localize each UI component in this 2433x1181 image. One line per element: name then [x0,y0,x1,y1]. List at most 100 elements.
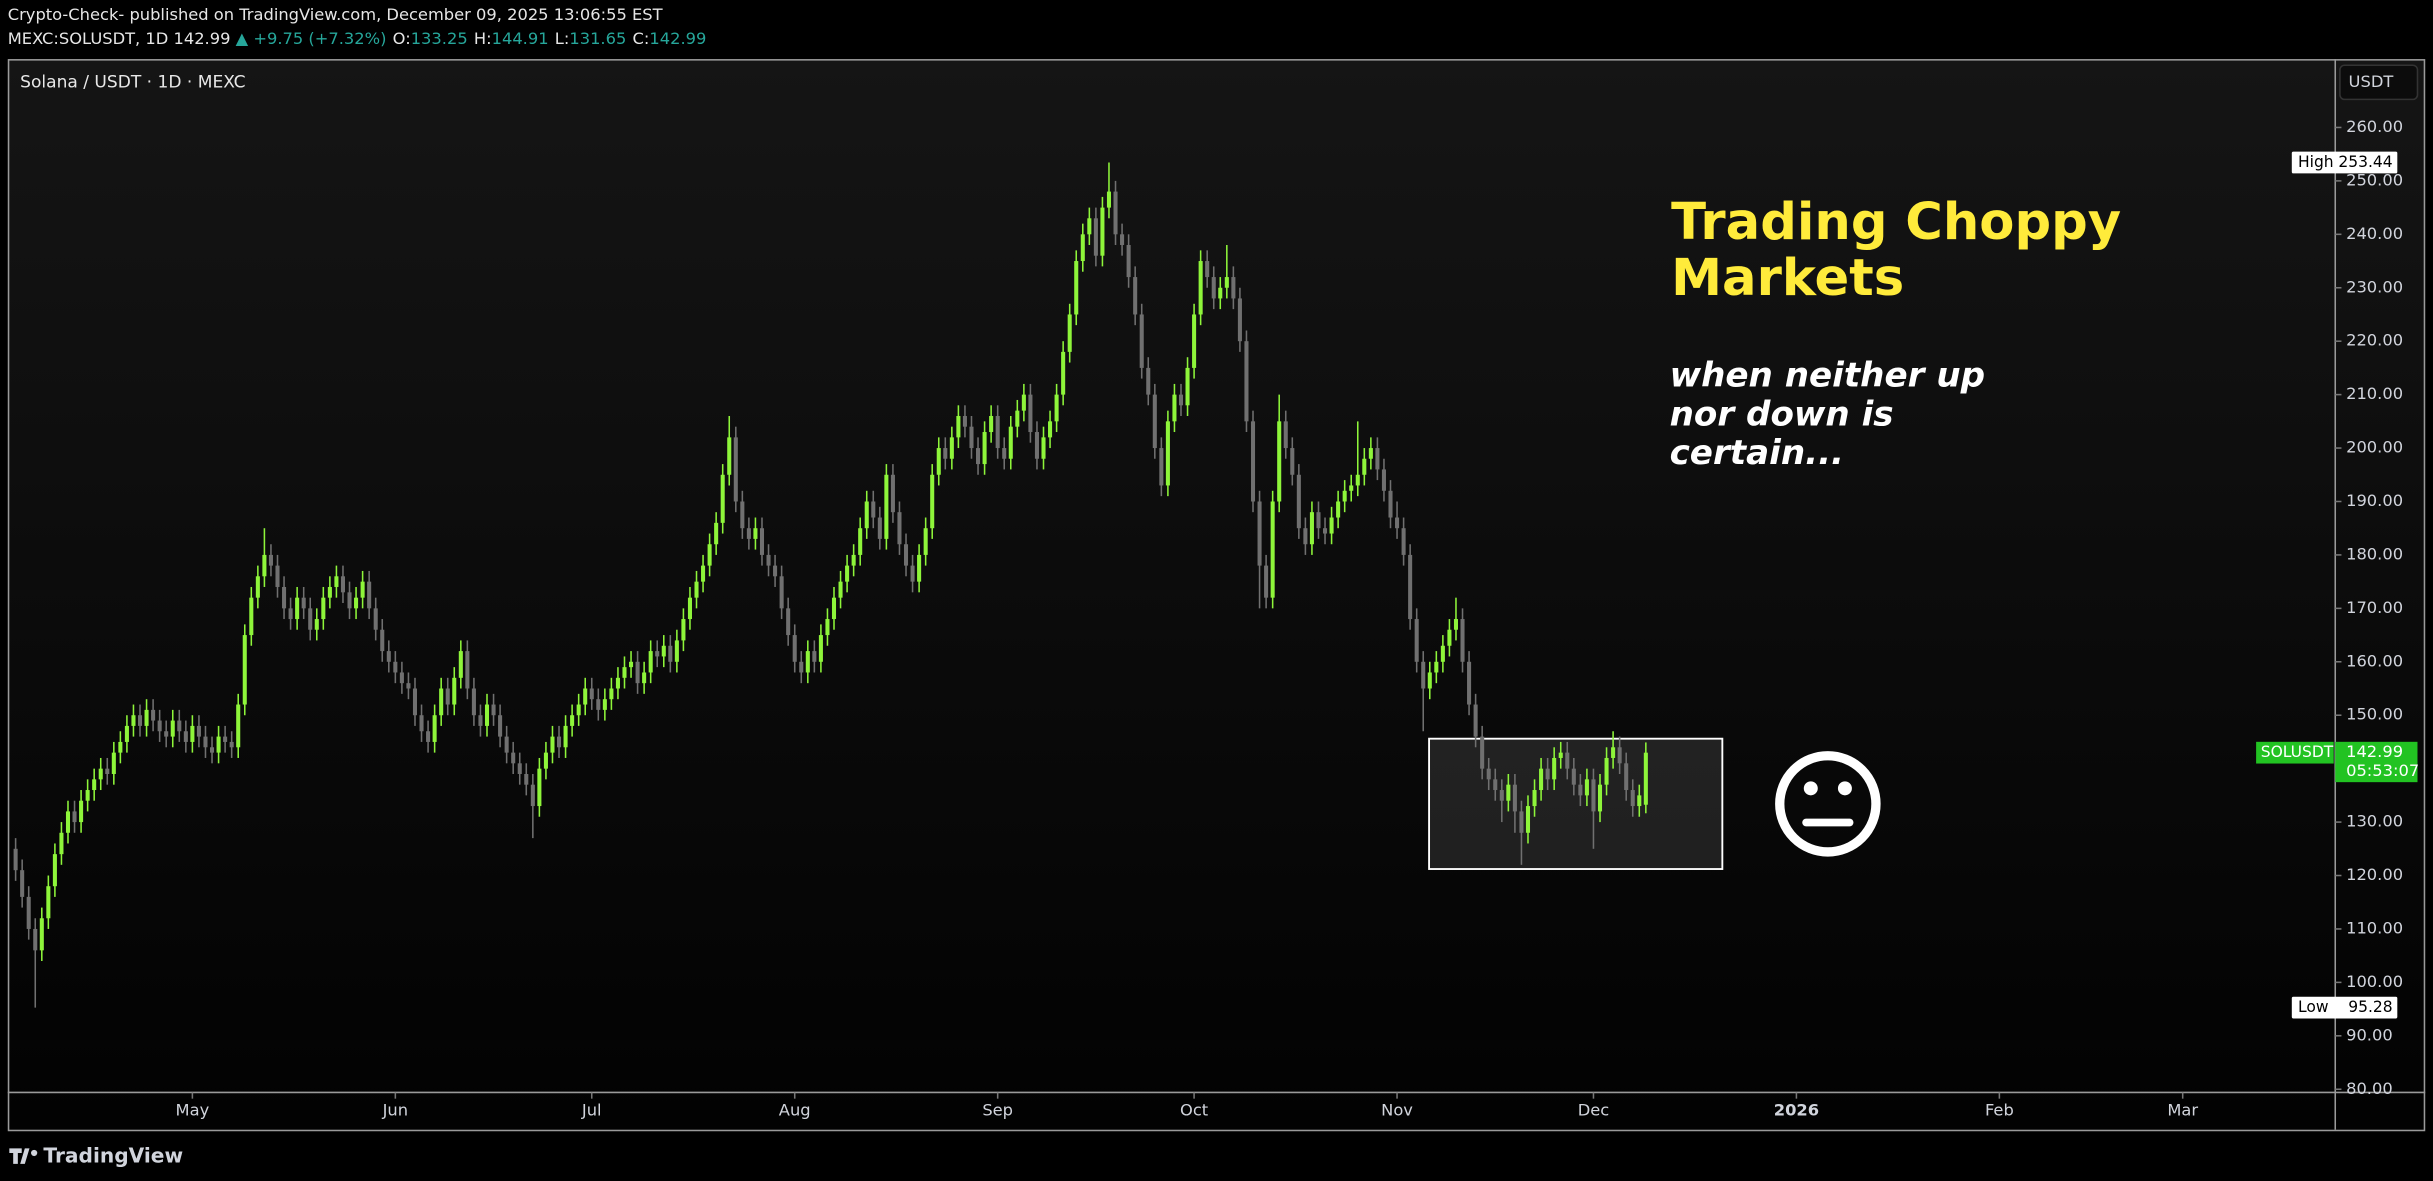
ohlc-label: C: [633,28,650,47]
y-tick-label: 80.00 [2346,1079,2393,1098]
candle-body [1611,747,1616,758]
candle-body [52,854,57,887]
candle-body [1211,277,1216,299]
candle-body [838,581,843,598]
currency: USDT [2349,72,2394,91]
candle-body [406,683,411,689]
candle-body [1159,448,1164,486]
candle-body [1257,501,1262,566]
x-tick-label: Jul [581,1101,602,1120]
candle-body [753,528,758,539]
chart-frame [7,59,2426,1132]
candle-body [367,581,372,609]
candle-body [511,752,516,764]
candle-body [144,709,149,726]
high-label [2291,151,2398,174]
candle-body [720,474,725,523]
candle-body [157,720,162,732]
last-name: SOLUSDT [2261,743,2334,761]
candle-body [779,576,784,609]
candle-body [354,597,359,609]
candle-body [1571,768,1576,785]
candle-body [504,736,509,753]
candle-body [1473,704,1478,737]
y-tick-label: 210.00 [2346,384,2403,403]
candle-body [845,565,850,582]
candle-body [1021,394,1026,411]
candle-body [629,661,634,668]
symbol-line: MEXC:SOLUSDT, 1D 142.99 ▲ +9.75 (+7.32%)… [8,28,707,47]
candle-body [249,597,254,636]
annotation-title: Markets [1671,248,1904,308]
candle-body [1584,779,1589,796]
candle-body [1237,298,1242,342]
candle-body [1637,795,1642,807]
candle-body [773,565,778,577]
candle-body [1453,619,1459,630]
y-tick-label: 250.00 [2346,170,2403,189]
candle-body [177,720,182,732]
candle-body [622,667,627,678]
candle-body [445,688,450,705]
candle-body [314,619,319,630]
candle-body [327,586,332,598]
candle-body [124,725,129,742]
ohlc-value: 133.25 [411,28,468,47]
candle-body [347,592,352,609]
candle-body [1395,517,1400,529]
low-label [2291,996,2398,1019]
candle-body [111,752,116,774]
candle-body [26,896,31,929]
candle-body [118,741,123,753]
annotation-subtitle: nor down is [1670,394,1894,434]
candle-body [1303,528,1308,545]
candle-body [288,608,293,620]
candle-body [1231,277,1236,299]
candle-body [1100,207,1105,256]
candle-body [1205,261,1210,278]
y-tick-label: 110.00 [2346,918,2403,937]
candle-body [301,597,306,609]
candle-body [262,554,267,577]
ohlc-value: 131.65 [569,28,626,47]
candle-body [733,437,738,502]
annotation-subtitle: when neither up [1670,356,1985,396]
candle-body [308,608,313,630]
candle-body [609,688,614,700]
candle-body [1408,554,1413,620]
candle-body [223,736,228,742]
candle-body [1643,752,1648,805]
change: ▲ +9.75 (+7.32%) [236,28,387,47]
candle-body [59,832,64,855]
candle-body [1080,234,1085,262]
candle-body [1316,512,1321,529]
candle-body [1296,474,1301,529]
candle-body [596,699,601,710]
candle-body [969,426,974,449]
y-tick-label: 180.00 [2346,544,2403,563]
candle-body [1041,437,1046,459]
candle-body [563,725,568,748]
candle-body [275,565,280,587]
candle-body [550,736,555,753]
candle-body [498,715,503,737]
candle-body [1565,752,1570,769]
candle-body [1506,784,1511,801]
candle-body [334,576,339,587]
x-tick-label: Oct [1180,1101,1208,1120]
candle-body [1277,421,1282,502]
candle-body [1061,351,1066,395]
candle-body [1362,458,1367,475]
symbol: MEXC:SOLUSDT, 1D [8,28,169,47]
candle-body [864,501,869,529]
candle-body [1539,768,1544,791]
candle-body [484,704,490,726]
candle-body [105,768,110,774]
candle-body [583,688,588,705]
last-countdown: 05:53:07 [2346,761,2419,780]
candle-body [209,747,215,753]
candle-body [851,554,856,566]
candle-body [661,645,666,657]
